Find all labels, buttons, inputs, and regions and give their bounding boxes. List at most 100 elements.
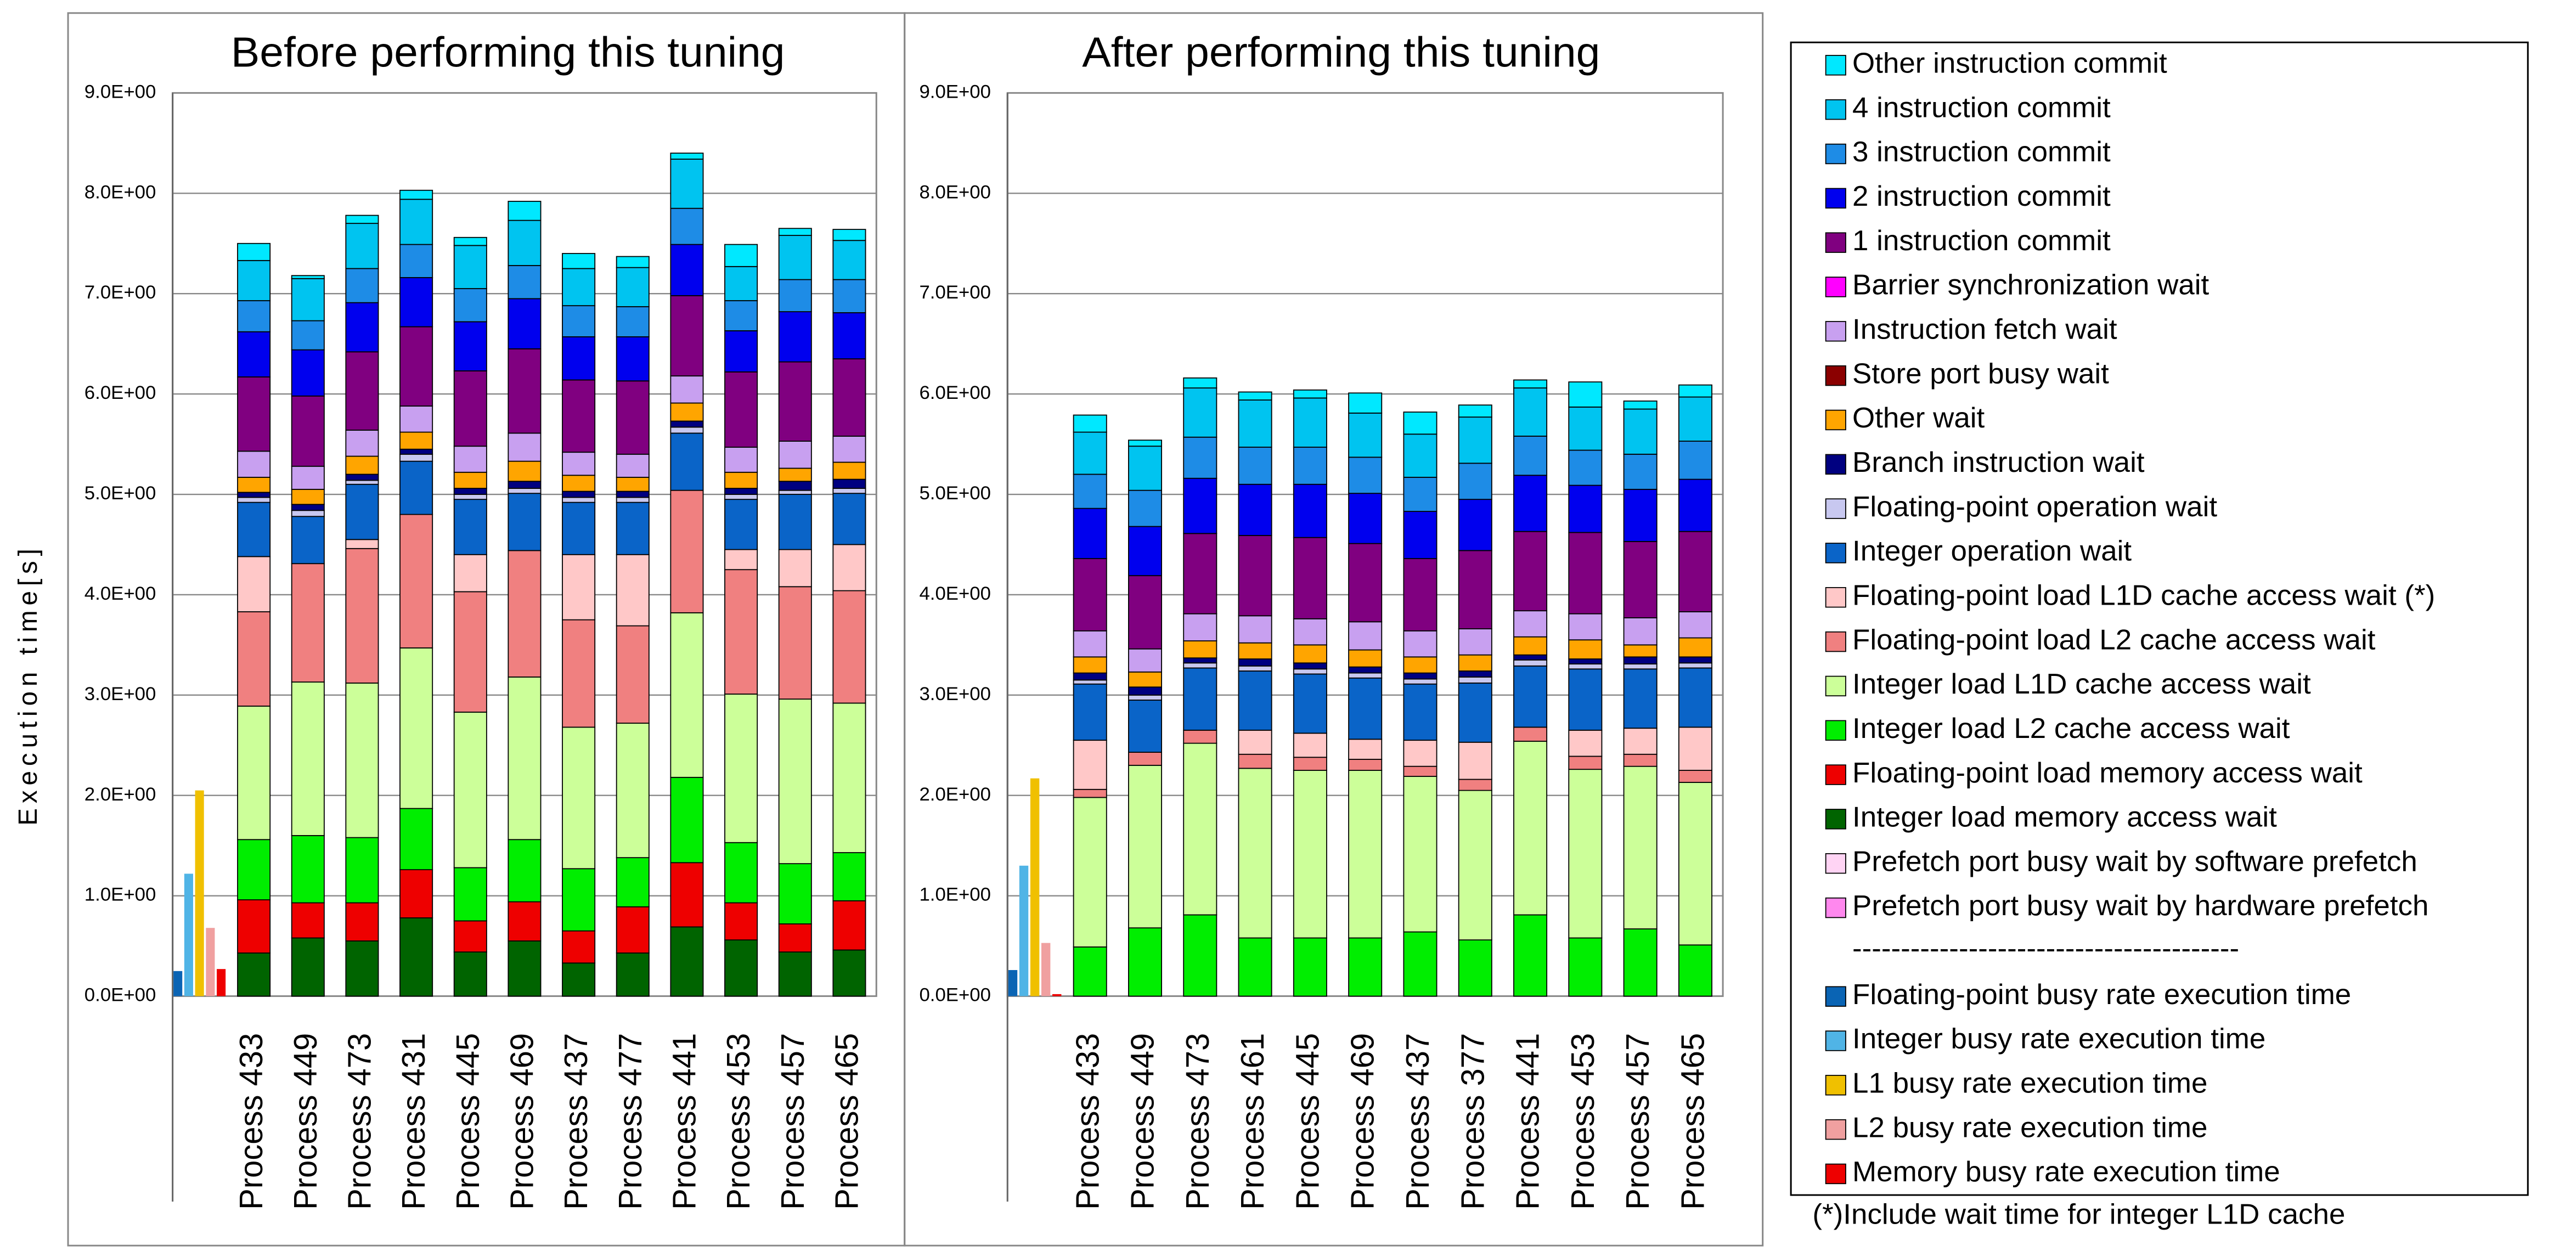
bar-segment: [453, 591, 487, 713]
bar-segment: [1348, 937, 1383, 997]
bar-segment: [1238, 937, 1272, 997]
bar-segment: [778, 698, 812, 865]
bar-segment: [1073, 679, 1107, 685]
bar-segment: [724, 499, 758, 550]
bar-segment: [291, 563, 325, 683]
bar-segment: [616, 336, 650, 382]
bar-segment: [832, 544, 866, 591]
y-tick-label: 8.0E+00: [919, 182, 991, 203]
bar-segment: [1513, 387, 1548, 437]
bar-segment: [616, 554, 650, 627]
bar-segment: [670, 159, 704, 209]
bar-segment: [1293, 732, 1327, 758]
bar-segment: [1403, 931, 1438, 997]
bar-segment: [1183, 914, 1217, 997]
bar-segment: [399, 244, 433, 278]
bar-segment: [1128, 764, 1162, 929]
bar-segment: [1403, 477, 1438, 512]
bar-segment: [724, 300, 758, 331]
bar-segment: [1293, 537, 1327, 619]
x-tick-label: Process 377: [1455, 1033, 1491, 1210]
bar-segment: [616, 625, 650, 724]
bar-segment: [1568, 756, 1603, 770]
bar-segment: [832, 229, 866, 241]
bar-segment: [1458, 741, 1492, 780]
bar-segment: [670, 244, 704, 296]
x-tick-label: Process 441: [1510, 1033, 1546, 1210]
bar-segment: [724, 569, 758, 695]
bar-segment: [399, 917, 433, 997]
bar-segment: [1678, 662, 1712, 669]
x-tick-label: Process 469: [504, 1033, 540, 1210]
bar-segment: [1513, 531, 1548, 612]
legend-swatch: [1825, 897, 1846, 918]
bar-segment: [1073, 740, 1107, 790]
bar-segment: [453, 712, 487, 869]
legend-label: Prefetch port busy wait by hardware pref…: [1852, 890, 2428, 922]
legend-label: Prefetch port busy wait by software pref…: [1852, 846, 2417, 877]
legend-label: Integer load memory access wait: [1852, 802, 2277, 833]
bar-segment: [778, 586, 812, 700]
bar-segment: [399, 448, 433, 455]
bar-segment: [1128, 439, 1162, 447]
bar-segment: [1678, 611, 1712, 639]
bar-segment: [832, 312, 866, 359]
legend-swatch: [1825, 454, 1846, 475]
bar-segment: [453, 488, 487, 495]
bar-segment: [237, 706, 271, 841]
y-tick-label: 7.0E+00: [919, 282, 991, 303]
bar-segment: [453, 920, 487, 952]
bar-segment: [1458, 654, 1492, 672]
bar-segment: [832, 900, 866, 951]
bar-segment: [291, 835, 325, 904]
bar-segment: [1293, 389, 1327, 399]
bar-segment: [562, 253, 596, 269]
bar-segment: [237, 260, 271, 301]
bar-segment: [1238, 391, 1272, 401]
bar-segment: [1623, 668, 1658, 729]
bar-segment: [1403, 683, 1438, 741]
legend-label: Floating-point busy rate execution time: [1852, 979, 2351, 1010]
bar-segment: [345, 430, 379, 457]
bar-segment: [1183, 729, 1217, 744]
bar-segment: [1568, 663, 1603, 670]
bar-segment: [1403, 656, 1438, 674]
bar-segment: [562, 268, 596, 307]
bar-segment: [1513, 379, 1548, 389]
legend-swatch: [1825, 587, 1846, 608]
bar-segment: [724, 902, 758, 941]
y-tick-label: 5.0E+00: [919, 483, 991, 504]
bar-segment: [291, 681, 325, 836]
bar-segment: [670, 612, 704, 778]
bar-segment: [1238, 642, 1272, 659]
bar-segment: [832, 478, 866, 489]
bar-segment: [724, 488, 758, 495]
bar-segment: [1458, 499, 1492, 551]
legend-label: Barrier synchronization wait: [1852, 269, 2209, 301]
busy-bar: [173, 971, 183, 996]
bar-segment: [508, 901, 542, 942]
bar-segment: [1128, 648, 1162, 673]
bar-segment: [508, 265, 542, 300]
bar-segment: [1458, 404, 1492, 418]
bar-segment: [1678, 667, 1712, 728]
bar-segment: [1513, 436, 1548, 476]
legend-label: Instruction fetch wait: [1852, 314, 2117, 345]
bar-segment: [1128, 927, 1162, 997]
bar-segment: [345, 548, 379, 684]
bar-segment: [778, 489, 812, 495]
bar-segment: [1513, 741, 1548, 916]
bar-segment: [453, 288, 487, 323]
bar-segment: [399, 453, 433, 462]
bar-segment: [291, 510, 325, 517]
bar-segment: [1073, 414, 1107, 433]
y-tick-label: 1.0E+00: [84, 884, 156, 905]
bar-segment: [670, 375, 704, 404]
bar-segment: [562, 726, 596, 870]
bar-segment: [1238, 665, 1272, 672]
bar-segment: [616, 306, 650, 337]
bar-segment: [1238, 615, 1272, 644]
bar-segment: [1458, 790, 1492, 941]
bar-segment: [345, 351, 379, 431]
